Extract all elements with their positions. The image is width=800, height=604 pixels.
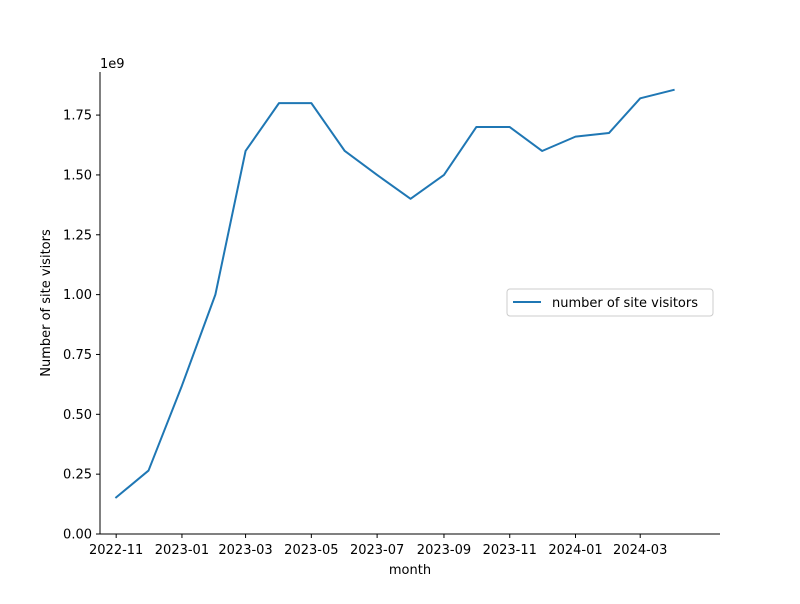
series-point [245, 150, 247, 152]
x-tick-label: 2024-03 [613, 543, 667, 558]
x-tick-label: 2022-11 [89, 543, 143, 558]
y-tick-label: 1.75 [63, 109, 92, 124]
series-point [443, 174, 445, 176]
y-tick-label: 1.00 [63, 288, 92, 303]
legend-label-number-of-site-visitors: number of site visitors [552, 296, 698, 311]
y-tick-label: 1.25 [63, 228, 92, 243]
series-point [475, 126, 477, 128]
y-axis-ticks: 0.00 0.25 0.50 0.75 1.00 1.25 1.50 1.75 [63, 109, 100, 543]
x-axis-label: month [389, 563, 431, 578]
y-tick-label: 0.50 [63, 408, 92, 423]
x-tick-label: 2023-05 [284, 543, 338, 558]
y-tick-label: 0.25 [63, 468, 92, 483]
y-axis-label: Number of site visitors [39, 229, 54, 377]
y-tick-label: 0.00 [63, 528, 92, 543]
series-layer [114, 88, 675, 499]
x-axis-ticks: 2022-11 2023-01 2023-03 2023-05 2023-07 2023-… [89, 534, 667, 558]
y-tick-label: 0.75 [63, 348, 92, 363]
series-point [376, 174, 378, 176]
y-tick-label: 1.50 [63, 168, 92, 183]
series-point [214, 294, 216, 296]
x-tick-label: 2024-01 [548, 543, 602, 558]
series-point [148, 470, 150, 472]
y-offset-label: 1e9 [100, 57, 125, 72]
x-tick-label: 2023-03 [218, 543, 272, 558]
x-tick-label: 2023-09 [417, 543, 471, 558]
series-point [115, 496, 117, 498]
series-point [278, 102, 280, 104]
series-point [639, 97, 641, 99]
series-line-0 [114, 88, 675, 499]
series-point [541, 150, 543, 152]
series-point [509, 126, 511, 128]
legend-box [506, 288, 714, 317]
legend: number of site visitors [506, 288, 714, 317]
x-tick-label: 2023-01 [155, 543, 209, 558]
series-point [410, 198, 412, 200]
x-tick-label: 2023-07 [350, 543, 404, 558]
series-point [344, 150, 346, 152]
series-point [575, 136, 577, 138]
x-tick-label: 2023-11 [483, 543, 537, 558]
series-point [608, 132, 610, 134]
series-point [181, 385, 183, 387]
series-point [673, 89, 675, 91]
series-point [310, 102, 312, 104]
